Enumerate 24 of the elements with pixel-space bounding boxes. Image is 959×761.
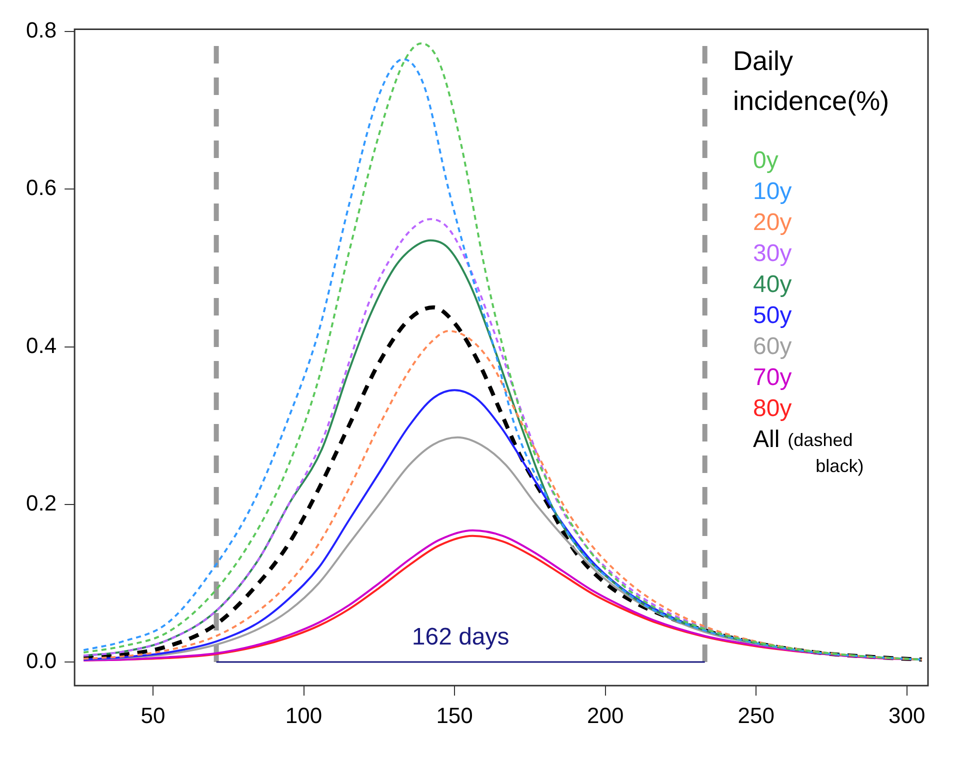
x-tick-label: 300 [888,702,926,728]
text: 30y [753,240,792,267]
x-tick-label: 100 [285,702,322,728]
y-tick-label: 0.8 [26,18,57,43]
y-tick-label: 0.4 [26,332,57,358]
text: 60y [753,332,792,360]
annotation: (dashed black) [788,430,864,476]
text: 20y [753,208,792,236]
x-tick-label: 50 [140,702,166,728]
legend-title: Daily incidence(%) [733,46,890,116]
x-tick-label: 250 [738,702,774,728]
text: All [753,426,780,453]
x-tick-label: 200 [586,702,624,728]
text: 10y [753,178,792,205]
x-tick-label: 150 [436,702,473,728]
text: 0y [753,146,778,174]
y-tick-label: 0.2 [26,490,57,516]
y-tick-label: 0.6 [26,175,57,200]
y-tick-label: 0.0 [26,648,57,674]
text: 80y [753,394,792,422]
text: 40y [753,270,792,298]
series-label: 162 days [412,624,510,651]
text: 70y [753,364,792,391]
text: 50y [753,302,792,329]
